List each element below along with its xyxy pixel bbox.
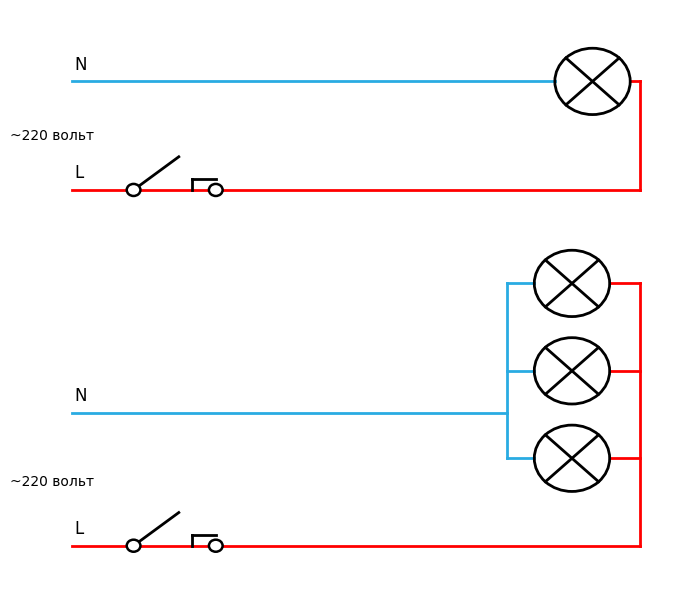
Circle shape <box>127 184 140 196</box>
Text: ~220 вольт: ~220 вольт <box>10 128 95 143</box>
Text: L: L <box>74 164 84 182</box>
Circle shape <box>209 540 223 552</box>
Circle shape <box>127 540 140 552</box>
Text: L: L <box>74 520 84 538</box>
Text: N: N <box>74 387 86 405</box>
Text: ~220 вольт: ~220 вольт <box>10 475 95 490</box>
Circle shape <box>209 184 223 196</box>
Text: N: N <box>74 55 86 74</box>
